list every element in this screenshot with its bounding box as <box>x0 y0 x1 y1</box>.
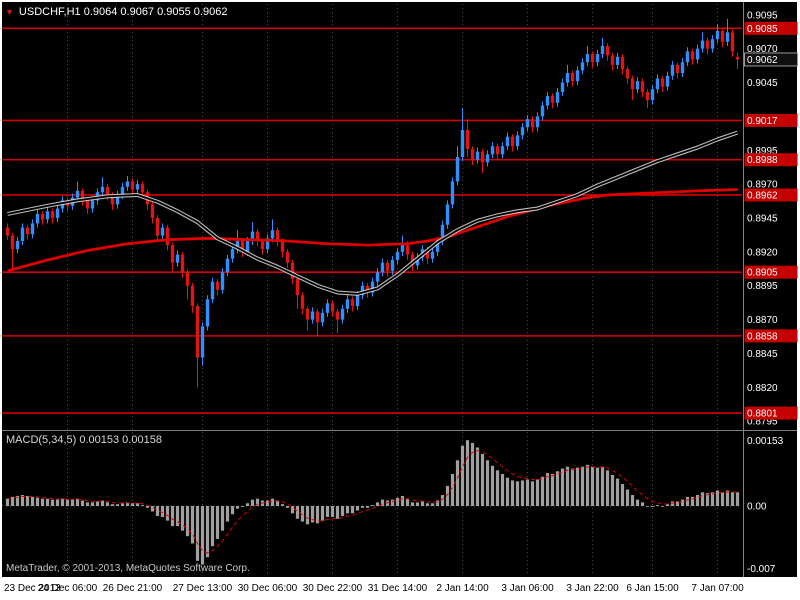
svg-text:0.8905: 0.8905 <box>747 268 778 279</box>
svg-text:7 Jan 07:00: 7 Jan 07:00 <box>691 583 744 594</box>
svg-text:0.8995: 0.8995 <box>747 146 778 157</box>
svg-text:30 Dec 22:00: 30 Dec 22:00 <box>303 583 363 594</box>
svg-text:-0.007: -0.007 <box>747 564 776 575</box>
level-price-badge: 0.8858 <box>744 329 798 343</box>
candles <box>5 18 740 388</box>
svg-text:0.9070: 0.9070 <box>747 44 778 55</box>
svg-text:26 Dec 21:00: 26 Dec 21:00 <box>103 583 163 594</box>
svg-text:0.9085: 0.9085 <box>747 24 778 35</box>
level-price-badge: 0.8801 <box>744 406 798 420</box>
ma-black-line <box>7 131 738 295</box>
svg-text:0.9095: 0.9095 <box>747 10 778 21</box>
macd-signal-line <box>7 450 738 554</box>
svg-text:0.8945: 0.8945 <box>747 214 778 225</box>
svg-text:0.00153: 0.00153 <box>747 436 784 447</box>
level-price-badge: 0.8962 <box>744 188 798 202</box>
level-price-badge: 0.9017 <box>744 113 798 127</box>
macd-axis: 0.00153 0.00 -0.007 <box>747 436 784 575</box>
svg-text:6 Jan 15:00: 6 Jan 15:00 <box>626 583 679 594</box>
level-price-badge: 0.9085 <box>744 21 798 35</box>
price-axis: 0.9095 0.9070 0.9045 0.8995 0.8970 0.8945 0.89… <box>747 10 778 427</box>
svg-text:0.8970: 0.8970 <box>747 180 778 191</box>
svg-text:0.8988: 0.8988 <box>747 155 778 166</box>
svg-text:30 Dec 06:00: 30 Dec 06:00 <box>238 583 298 594</box>
svg-text:24 Dec 06:00: 24 Dec 06:00 <box>38 583 98 594</box>
level-price-badge: 0.8988 <box>744 153 798 167</box>
svg-text:0.8858: 0.8858 <box>747 331 778 342</box>
svg-text:0.8801: 0.8801 <box>747 409 778 420</box>
svg-text:3 Jan 06:00: 3 Jan 06:00 <box>501 583 554 594</box>
level-price-badge: 0.8905 <box>744 265 798 279</box>
svg-text:0.00: 0.00 <box>747 502 767 513</box>
current-price-badge: 0.9062 <box>744 52 798 67</box>
svg-text:3 Jan 22:00: 3 Jan 22:00 <box>566 583 619 594</box>
macd-histogram <box>5 440 740 565</box>
svg-text:0.8895: 0.8895 <box>747 281 778 292</box>
svg-text:0.8845: 0.8845 <box>747 349 778 360</box>
svg-text:0.8920: 0.8920 <box>747 247 778 258</box>
svg-text:23 Dec 2013: 23 Dec 2013 <box>4 583 61 594</box>
svg-text:0.8795: 0.8795 <box>747 417 778 428</box>
svg-text:0.9017: 0.9017 <box>747 116 778 127</box>
svg-text:31 Dec 14:00: 31 Dec 14:00 <box>368 583 428 594</box>
svg-text:0.8870: 0.8870 <box>747 315 778 326</box>
svg-text:0.8962: 0.8962 <box>747 190 778 201</box>
svg-text:0.8820: 0.8820 <box>747 383 778 394</box>
svg-text:27 Dec 13:00: 27 Dec 13:00 <box>173 583 233 594</box>
svg-text:0.9045: 0.9045 <box>747 78 778 89</box>
svg-text:2 Jan 14:00: 2 Jan 14:00 <box>436 583 489 594</box>
svg-text:0.9062: 0.9062 <box>747 55 778 66</box>
